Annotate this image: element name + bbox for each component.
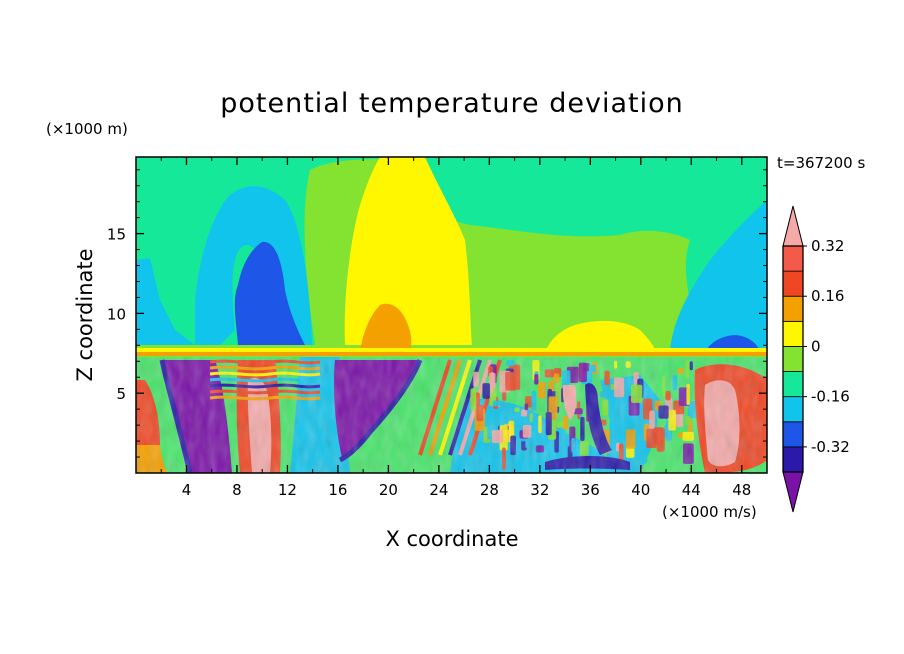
y-units-label: (×1000 m) bbox=[46, 120, 128, 138]
x-tick-label: 32 bbox=[530, 481, 549, 499]
x-tick-label: 16 bbox=[328, 481, 347, 499]
x-units-label: (×1000 m/s) bbox=[662, 503, 757, 521]
colorbar-segment bbox=[782, 346, 804, 372]
x-tick-label: 12 bbox=[278, 481, 297, 499]
colorbar-frame bbox=[782, 245, 804, 473]
contour-field bbox=[136, 157, 767, 473]
chart-title: potential temperature deviation bbox=[220, 88, 683, 119]
colorbar-top-arrow bbox=[782, 205, 804, 247]
colorbar-segment bbox=[782, 295, 804, 322]
x-tick-label: 40 bbox=[631, 481, 650, 499]
y-tick-label: 15 bbox=[107, 226, 126, 244]
orange-center-region bbox=[360, 303, 412, 352]
colorbar-label: -0.32 bbox=[811, 438, 850, 456]
x-tick-label: 44 bbox=[682, 481, 701, 499]
colorbar-segment bbox=[782, 421, 804, 448]
colorbar-segment bbox=[782, 245, 804, 272]
x-tick-label: 24 bbox=[429, 481, 448, 499]
x-axis: 4 8 12 16 20 24 28 32 36 40 44 48 bbox=[160, 157, 751, 499]
colorbar-segment bbox=[782, 270, 804, 297]
x-tick-label: 48 bbox=[732, 481, 751, 499]
colorbar: -0.32 -0.16 0 0.16 0.32 bbox=[782, 205, 850, 513]
yellow-right-patch bbox=[545, 320, 656, 352]
plot-frame bbox=[135, 156, 768, 474]
colorbar-segment bbox=[782, 446, 804, 473]
x-tick-label: 36 bbox=[581, 481, 600, 499]
x-tick-label: 20 bbox=[379, 481, 398, 499]
y-axis-label: Z coordinate bbox=[73, 248, 97, 381]
yellow-center-region bbox=[344, 157, 472, 345]
colorbar-segment bbox=[782, 396, 804, 423]
colorbar-bottom-arrow bbox=[782, 471, 804, 513]
cyan-right-region bbox=[670, 200, 767, 352]
colorbar-segment bbox=[782, 320, 804, 347]
x-tick-label: 28 bbox=[480, 481, 499, 499]
blue-right-region bbox=[705, 335, 760, 352]
colorbar-label: 0.16 bbox=[811, 287, 844, 305]
blue-left-region bbox=[234, 241, 305, 345]
y-tick-label: 5 bbox=[116, 385, 126, 403]
y-tick-label: 10 bbox=[107, 305, 126, 323]
time-label: t=367200 s bbox=[777, 154, 865, 172]
inversion-band-orange bbox=[136, 352, 767, 356]
colorbar-segment bbox=[782, 371, 804, 398]
cyan-left-region bbox=[136, 186, 312, 345]
x-tick-label: 8 bbox=[232, 481, 242, 499]
colorbar-label: 0.32 bbox=[811, 237, 844, 255]
x-tick-label: 4 bbox=[182, 481, 192, 499]
colorbar-label: -0.16 bbox=[811, 388, 850, 406]
x-axis-label: X coordinate bbox=[385, 527, 518, 551]
colorbar-label: 0 bbox=[811, 337, 821, 355]
inversion-band-yellow bbox=[136, 348, 767, 355]
y-axis: 5 10 15 bbox=[107, 169, 767, 458]
texture-overlay bbox=[136, 357, 767, 473]
